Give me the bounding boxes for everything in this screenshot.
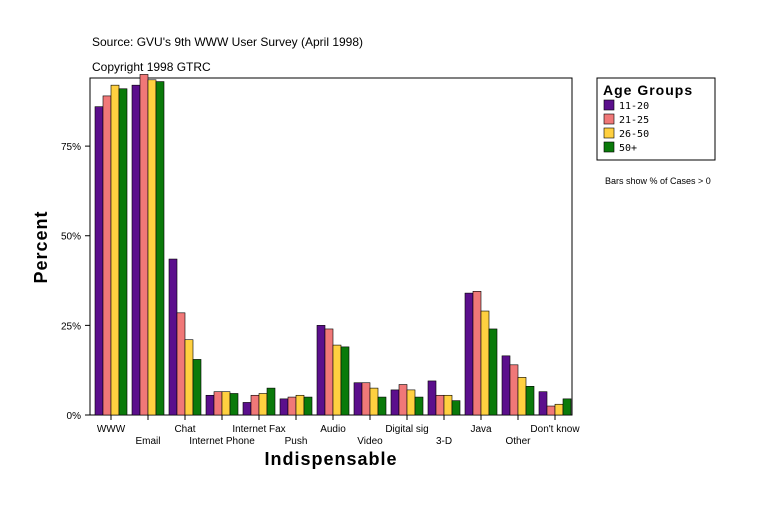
x-category-label: Don't know [530, 424, 580, 435]
bar-other-21-25 [509, 364, 519, 416]
legend-swatch [603, 113, 615, 125]
bar-internet-fax-11-20 [242, 402, 252, 416]
legend-label: 26-50 [619, 129, 649, 140]
legend-label: 11-20 [619, 101, 649, 112]
bar-don-t-know-50+ [562, 398, 572, 416]
y-ticks: 0% 25% 50% 75% [61, 142, 90, 422]
bar-3-d-21-25 [435, 394, 445, 416]
bar-3-d-11-20 [427, 380, 437, 416]
bar-video-26-50 [369, 387, 379, 416]
bar-push-50+ [303, 396, 313, 416]
bar-www-50+ [118, 88, 128, 416]
bar-other-11-20 [501, 355, 511, 416]
x-category-label: Digital sig [385, 424, 428, 435]
bar-email-21-25 [139, 74, 149, 416]
legend-label: 21-25 [619, 115, 649, 126]
legend-title: Age Groups [603, 82, 693, 98]
legend-label: 50+ [619, 143, 637, 154]
bar-push-21-25 [287, 396, 297, 416]
bar-push-11-20 [279, 398, 289, 416]
copyright-line: Copyright 1998 GTRC [92, 60, 211, 74]
bar-audio-50+ [340, 346, 350, 416]
legend-swatch [603, 127, 615, 139]
x-category-label: Push [285, 436, 308, 447]
y-axis-title: Percent [31, 210, 51, 283]
bar-video-50+ [377, 396, 387, 416]
legend-items: 11-20 21-25 26-50 50+ [603, 99, 649, 154]
x-category-label: Audio [320, 424, 346, 435]
x-category-label: Chat [174, 424, 195, 435]
bar-java-11-20 [464, 292, 474, 416]
x-category-label: Internet Phone [189, 436, 255, 447]
bar-internet-phone-21-25 [213, 391, 223, 416]
bar-other-26-50 [517, 377, 527, 416]
bar-digital-sig-50+ [414, 396, 424, 416]
bar-www-26-50 [110, 84, 120, 416]
y-tick-label: 0% [67, 411, 82, 422]
bar-digital-sig-21-25 [398, 384, 408, 416]
bar-don-t-know-21-25 [546, 405, 556, 416]
bar-video-21-25 [361, 382, 371, 416]
bar-chat-26-50 [184, 339, 194, 416]
bar-digital-sig-26-50 [406, 389, 416, 416]
bar-audio-11-20 [316, 325, 326, 416]
bar-email-26-50 [147, 79, 157, 416]
x-category-label: Internet Fax [232, 424, 285, 435]
bar-www-21-25 [102, 95, 112, 416]
legend-swatch [603, 99, 615, 111]
x-category-label: 3-D [436, 436, 452, 447]
bar-push-26-50 [295, 394, 305, 416]
bar-3-d-26-50 [443, 394, 453, 416]
x-category-label: Email [135, 436, 160, 447]
bar-java-26-50 [480, 310, 490, 416]
bar-www-11-20 [94, 106, 104, 416]
bar-email-50+ [155, 81, 165, 416]
legend-swatch [603, 141, 615, 153]
bar-video-11-20 [353, 382, 363, 416]
bar-audio-26-50 [332, 344, 342, 416]
chart-note: Bars show % of Cases > 0 [605, 176, 711, 186]
legend: Age Groups 11-20 21-25 26-50 50+ [596, 77, 716, 161]
bar-don-t-know-26-50 [554, 403, 564, 416]
x-category-label: Other [505, 436, 531, 447]
bar-chat-21-25 [176, 312, 186, 416]
bar-java-50+ [488, 328, 498, 416]
bar-internet-phone-26-50 [221, 391, 231, 416]
bar-internet-phone-50+ [229, 393, 239, 416]
bar-3-d-50+ [451, 400, 461, 416]
bar-audio-21-25 [324, 328, 334, 416]
bar-chat-11-20 [168, 258, 178, 416]
y-tick-label: 75% [61, 142, 81, 153]
x-axis-title: Indispensable [264, 449, 397, 469]
bar-digital-sig-11-20 [390, 389, 400, 416]
legend-box [596, 77, 716, 161]
bars-layer [94, 74, 572, 416]
x-category-label: Java [470, 424, 492, 435]
bar-email-11-20 [131, 84, 141, 416]
y-tick-label: 25% [61, 321, 81, 332]
bar-java-21-25 [472, 291, 482, 416]
bar-internet-fax-26-50 [258, 393, 268, 416]
bar-other-50+ [525, 386, 535, 416]
x-category-label: Video [357, 436, 383, 447]
x-category-label: WWW [97, 424, 126, 435]
bar-internet-fax-50+ [266, 387, 276, 416]
bar-internet-fax-21-25 [250, 394, 260, 416]
bar-don-t-know-11-20 [538, 391, 548, 416]
y-tick-label: 50% [61, 232, 81, 243]
bar-chat-50+ [192, 359, 202, 416]
source-line: Source: GVU's 9th WWW User Survey (April… [92, 35, 363, 49]
bar-internet-phone-11-20 [205, 394, 215, 416]
